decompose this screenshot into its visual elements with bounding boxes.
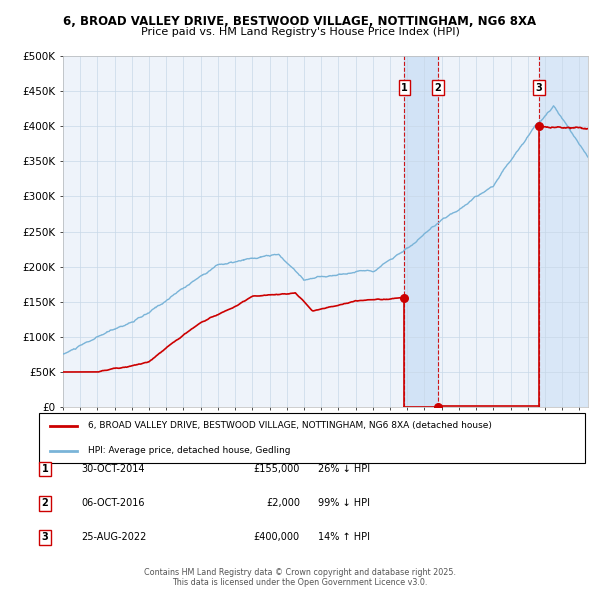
Text: Price paid vs. HM Land Registry's House Price Index (HPI): Price paid vs. HM Land Registry's House … [140, 27, 460, 37]
Text: 1: 1 [401, 83, 408, 93]
Text: £155,000: £155,000 [254, 464, 300, 474]
Text: 3: 3 [41, 533, 49, 542]
Text: 6, BROAD VALLEY DRIVE, BESTWOOD VILLAGE, NOTTINGHAM, NG6 8XA: 6, BROAD VALLEY DRIVE, BESTWOOD VILLAGE,… [64, 15, 536, 28]
Text: 1: 1 [41, 464, 49, 474]
Text: HPI: Average price, detached house, Gedling: HPI: Average price, detached house, Gedl… [88, 446, 290, 455]
Bar [404, 56, 438, 407]
Text: £400,000: £400,000 [254, 533, 300, 542]
Text: 26% ↓ HPI: 26% ↓ HPI [318, 464, 370, 474]
Text: 99% ↓ HPI: 99% ↓ HPI [318, 499, 370, 508]
Text: 2: 2 [41, 499, 49, 508]
Text: 6, BROAD VALLEY DRIVE, BESTWOOD VILLAGE, NOTTINGHAM, NG6 8XA (detached house): 6, BROAD VALLEY DRIVE, BESTWOOD VILLAGE,… [88, 421, 492, 430]
Point [534, 122, 544, 131]
Bar [539, 56, 588, 407]
Text: 25-AUG-2022: 25-AUG-2022 [81, 533, 146, 542]
Text: 06-OCT-2016: 06-OCT-2016 [81, 499, 145, 508]
Text: 3: 3 [536, 83, 542, 93]
Text: £2,000: £2,000 [266, 499, 300, 508]
Point [433, 402, 443, 412]
FancyBboxPatch shape [39, 413, 585, 463]
Text: 30-OCT-2014: 30-OCT-2014 [81, 464, 145, 474]
Text: 14% ↑ HPI: 14% ↑ HPI [318, 533, 370, 542]
Text: 2: 2 [434, 83, 441, 93]
Text: Contains HM Land Registry data © Crown copyright and database right 2025.
This d: Contains HM Land Registry data © Crown c… [144, 568, 456, 587]
Point [400, 294, 409, 303]
